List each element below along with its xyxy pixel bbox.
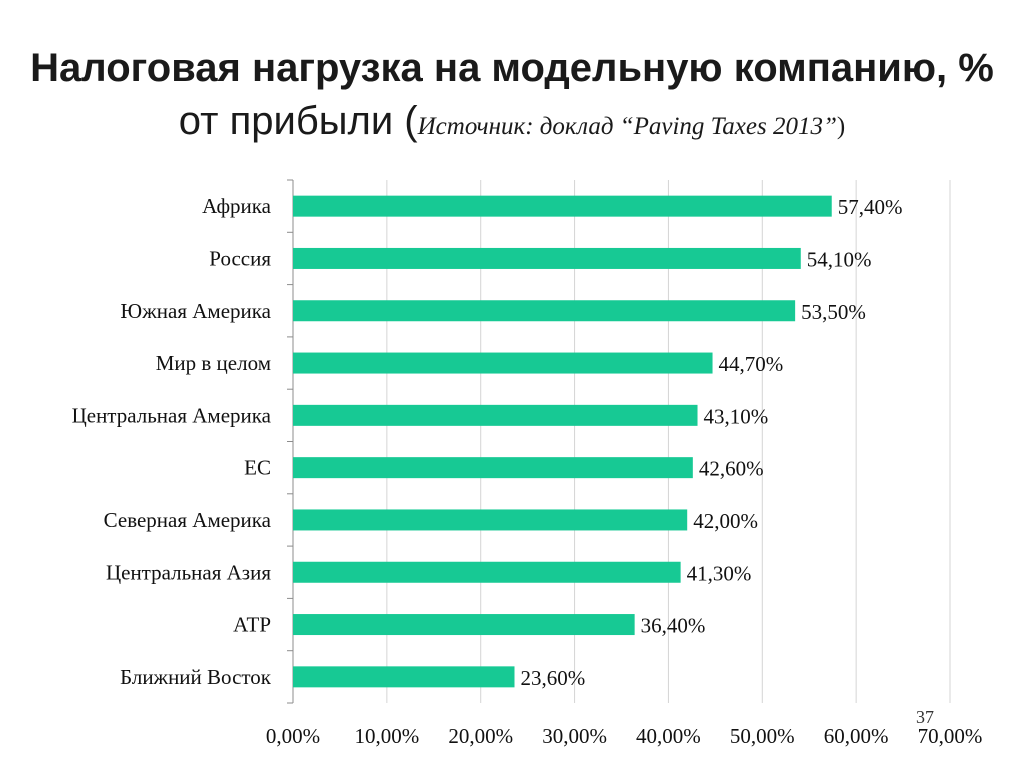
data-label: 44,70% — [719, 352, 784, 376]
bar — [293, 509, 688, 531]
data-label: 23,60% — [521, 666, 586, 690]
category-label: Северная Америка — [104, 508, 272, 532]
source-citation: Источник: доклад “Paving Taxes 2013” — [417, 113, 837, 140]
bar — [293, 561, 681, 583]
data-label: 53,50% — [801, 300, 866, 324]
x-tick-label: 50,00% — [730, 724, 795, 748]
slide-number: 37 — [916, 707, 934, 727]
bar — [293, 666, 515, 688]
category-label: Центральная Америка — [72, 403, 272, 427]
bar — [293, 457, 693, 479]
data-label: 36,40% — [641, 614, 706, 638]
x-tick-label: 40,00% — [636, 724, 701, 748]
bar — [293, 614, 635, 636]
data-label: 42,60% — [699, 457, 764, 481]
x-tick-label: 60,00% — [824, 724, 889, 748]
chart-title-text: от прибыли ( — [178, 99, 418, 143]
category-label: Россия — [209, 246, 271, 270]
data-label: 43,10% — [704, 404, 769, 428]
data-label: 41,30% — [687, 561, 752, 585]
chart-title-line-2: от прибыли (Источник: доклад “Paving Tax… — [0, 101, 1024, 141]
category-label: Южная Америка — [120, 299, 271, 323]
bar — [293, 247, 801, 269]
chart-title-line-1: Налоговая нагрузка на модельную компанию… — [30, 46, 994, 90]
bar — [293, 404, 698, 426]
bar — [293, 352, 713, 374]
category-label: Африка — [202, 194, 272, 218]
data-label: 42,00% — [693, 509, 758, 533]
data-label: 54,10% — [807, 247, 872, 271]
title-close-paren: ) — [836, 113, 846, 140]
x-tick-label: 30,00% — [542, 724, 607, 748]
bar — [293, 300, 796, 322]
x-tick-label: 20,00% — [448, 724, 513, 748]
data-label: 57,40% — [838, 195, 903, 219]
x-tick-label: 70,00% — [918, 724, 983, 748]
category-label: АТР — [233, 613, 271, 637]
category-label: ЕС — [244, 456, 271, 480]
category-label: Центральная Азия — [106, 560, 271, 584]
category-label: Мир в целом — [156, 351, 271, 375]
x-tick-label: 0,00% — [266, 724, 320, 748]
bar — [293, 195, 832, 217]
category-label: Ближний Восток — [120, 665, 272, 689]
x-tick-label: 10,00% — [354, 724, 419, 748]
